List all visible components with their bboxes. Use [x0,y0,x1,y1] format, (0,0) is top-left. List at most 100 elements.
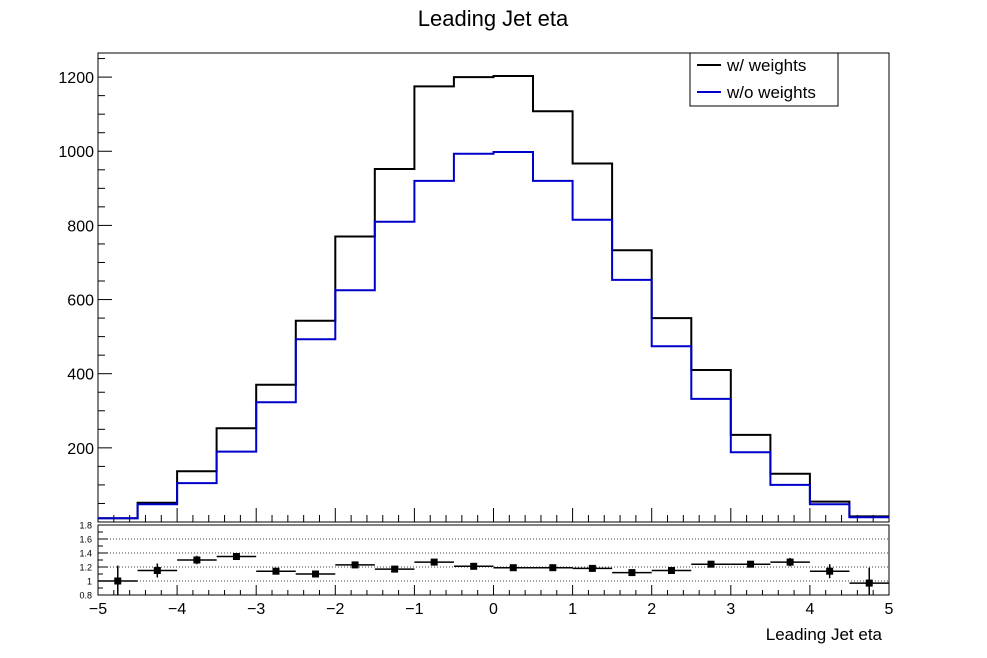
ratio-point [849,567,889,595]
weighted-bin [612,248,652,252]
ratio-marker [628,569,636,577]
weighted-bin [375,167,415,171]
ratio-point [295,570,336,578]
ratio-y-axis: 0.8 1 1.2 1.4 1.6 1.8 [79,521,108,601]
x-tick-label: 0 [489,601,498,618]
main-x-axis [97,508,890,522]
ratio-point [533,564,573,572]
ratio-marker [114,577,122,585]
ratio-point [770,557,810,567]
ratio-y-tick-label: 1.8 [79,521,92,531]
y-tick-label: 800 [67,218,94,235]
y-tick-label: 600 [67,293,94,310]
unweighted-bin [217,450,257,454]
weighted-bin [256,383,296,387]
ratio-point [256,567,296,575]
x-axis-title: Leading Jet eta [766,625,883,644]
ratio-y-tick-label: 1.6 [79,535,92,545]
weighted-bin [573,161,613,165]
ratio-point [177,555,217,565]
ratio-marker [351,561,359,569]
ratio-points-group [98,553,889,595]
weighted-bin [494,74,534,78]
weighted-bin [731,433,771,437]
ratio-marker [667,567,675,574]
unweighted-bin [454,152,494,156]
unweighted-bin [138,502,178,506]
unweighted-bin [849,515,889,519]
x-tick-label: −1 [405,601,423,618]
ratio-point [809,564,850,579]
weighted-bin [770,472,810,476]
ratio-point [335,561,375,569]
unweighted-bin [770,483,810,487]
ratio-y-tick-label: 1.4 [79,549,92,559]
ratio-point [137,563,178,578]
x-tick-label: −5 [89,601,107,618]
ratio-marker [707,560,715,568]
weighted-bin [533,109,573,113]
unweighted-bin [533,179,573,183]
weighted-bin [691,368,731,372]
ratio-point [98,565,138,595]
unweighted-bin [810,502,850,506]
ratio-x-axis: −5 −4 −3 −2 −1 0 1 2 3 4 5 [89,585,894,618]
legend-box [689,52,839,107]
weighted-bin [217,426,257,430]
series-line-weighted [98,75,889,520]
ratio-point [730,560,771,568]
ratio-marker [312,570,320,578]
unweighted-bin [256,400,296,404]
unweighted-bin [177,481,217,485]
legend-label-weighted: w/ weights [726,56,806,75]
y-tick-label: 1000 [58,144,94,161]
ratio-marker [391,565,399,573]
weighted-bin [414,84,454,88]
x-tick-label: −2 [326,601,344,618]
x-tick-label: 5 [885,601,894,618]
ratio-marker [509,564,517,572]
unweighted-bin [494,150,534,154]
weighted-bin [652,316,692,320]
ratio-marker [470,562,478,570]
legend-label-unweighted: w/o weights [726,83,816,102]
ratio-point [651,567,692,574]
ratio-marker [747,560,755,568]
x-tick-label: 4 [805,601,814,618]
main-y-axis: 200 400 600 800 1000 1200 [58,58,112,523]
unweighted-bin [612,278,652,282]
unweighted-bin [375,220,415,224]
ratio-y-tick-label: 0.8 [79,591,92,601]
ratio-point [374,565,415,573]
ratio-marker [153,567,161,574]
weighted-bin [454,75,494,79]
ratio-marker [786,558,794,566]
unweighted-bin [691,397,731,401]
ratio-marker [588,564,596,572]
ratio-point [691,560,731,568]
ratio-marker [430,558,438,566]
unweighted-bin [573,218,613,222]
unweighted-bin [296,337,336,341]
chart-title: Leading Jet eta [418,6,569,31]
ratio-point [216,553,257,560]
ratio-marker [232,553,240,560]
x-tick-label: 2 [647,601,656,618]
unweighted-bin [98,516,138,520]
y-tick-label: 1200 [58,70,94,87]
weighted-bin [296,319,336,323]
ratio-marker [549,564,557,572]
ratio-marker [826,567,834,575]
series-line-unweighted [98,151,889,520]
x-tick-label: 3 [726,601,735,618]
ratio-point [414,558,454,566]
ratio-marker [272,567,280,575]
main-series-group [98,74,889,520]
ratio-y-tick-label: 1.2 [79,563,92,573]
ratio-marker [193,556,201,564]
ratio-point [493,564,534,572]
unweighted-bin [731,450,771,454]
weighted-bin [177,469,217,473]
x-tick-label: 1 [568,601,577,618]
